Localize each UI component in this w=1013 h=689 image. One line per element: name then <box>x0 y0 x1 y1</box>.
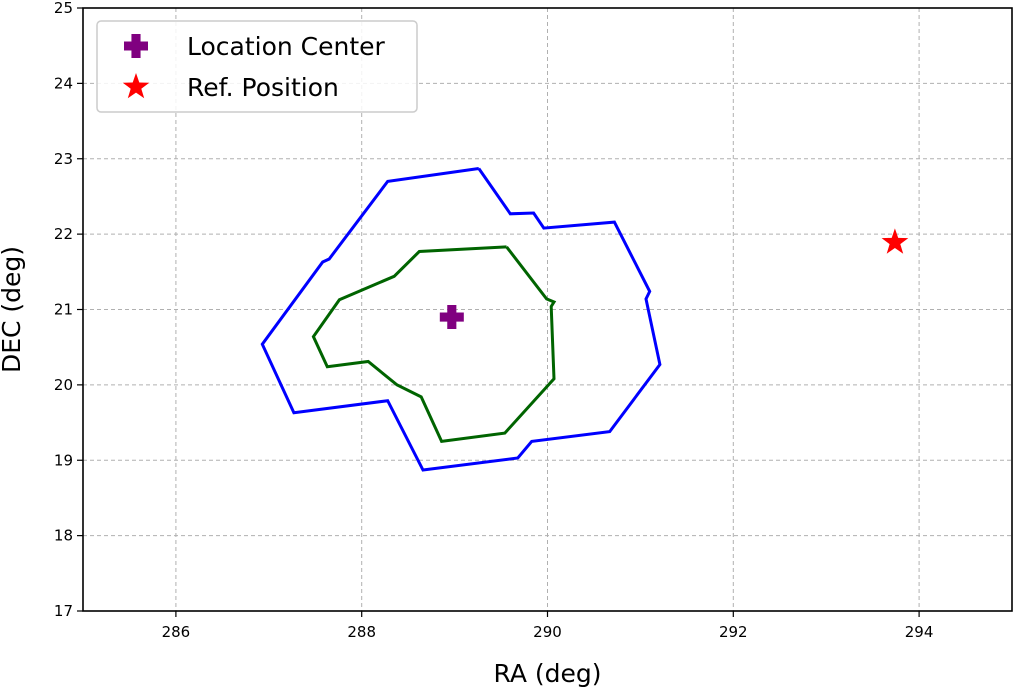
x-axis-label: RA (deg) <box>493 659 601 688</box>
legend-items: Location Center Ref. Position <box>122 32 386 102</box>
contour-layer <box>260 167 662 472</box>
y-tick-label: 20 <box>54 376 73 394</box>
y-axis-label: DEC (deg) <box>0 246 26 373</box>
legend-box <box>96 20 418 113</box>
y-tick-label: 23 <box>54 150 73 168</box>
legend-label: Ref. Position <box>187 73 339 102</box>
legend-marker-location-center <box>124 34 148 58</box>
y-tick-label: 24 <box>54 74 73 92</box>
legend-label: Location Center <box>187 32 386 61</box>
marker-layer <box>439 228 909 330</box>
location-center-marker <box>439 305 464 330</box>
y-tick-label: 21 <box>54 301 73 319</box>
legend: Location Center Ref. Position <box>96 20 418 113</box>
contour-line <box>260 167 662 472</box>
y-tick-label: 25 <box>54 0 73 17</box>
tick-layer: 286 288 290 292 294 17 18 19 20 21 22 23 24 25 <box>54 0 934 641</box>
y-tick-label: 17 <box>54 602 73 620</box>
y-tick-label: 18 <box>54 527 73 545</box>
y-tick-label: 19 <box>54 451 73 469</box>
contour-line <box>311 245 557 444</box>
x-tick-label: 288 <box>347 623 376 641</box>
x-tick-label: 286 <box>162 623 191 641</box>
x-tick-label: 292 <box>719 623 748 641</box>
ref-position-marker <box>881 228 909 254</box>
x-tick-label: 290 <box>533 623 562 641</box>
x-tick-label: 294 <box>905 623 934 641</box>
legend-marker-ref-position <box>122 73 150 99</box>
y-tick-label: 22 <box>54 225 73 243</box>
